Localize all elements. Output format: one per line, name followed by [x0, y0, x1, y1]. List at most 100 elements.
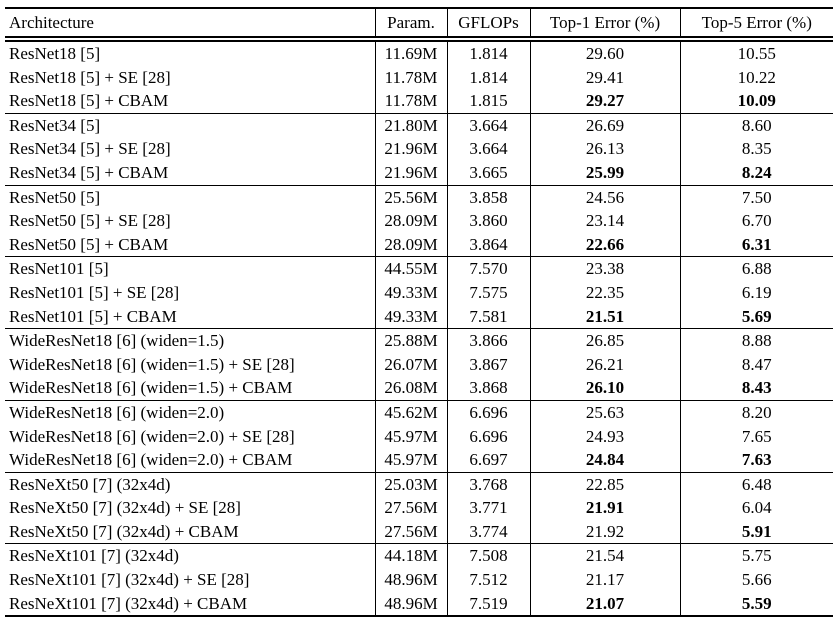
cell-top5-error: 8.47: [679, 352, 833, 377]
cell-top1-error: 24.84: [529, 448, 680, 473]
results-table: Architecture Param. GFLOPs Top-1 Error (%) T…: [5, 7, 833, 618]
table-row: WideResNet18 [6] (widen=2.0) 45.62M 6.696 2…: [5, 399, 833, 425]
cell-top1-error: 29.41: [529, 65, 680, 90]
cell-param: 45.97M: [374, 424, 447, 449]
cell-architecture: WideResNet18 [6] (widen=1.5) + SE [28]: [9, 354, 295, 374]
table-row: ResNet101 [5] + CBAM 49.33M 7.581 21.51 5.69: [5, 304, 833, 329]
cell-top1-error: 22.66: [529, 232, 680, 257]
cell-param: 25.88M: [374, 328, 447, 353]
table-row: ResNet18 [5] + CBAM 11.78M 1.815 29.27 10.09: [5, 89, 833, 114]
cell-top5-error: 8.60: [679, 112, 833, 138]
table-row: ResNeXt101 [7] (32x4d) 44.18M 7.508 21.54 5.…: [5, 543, 833, 569]
cell-param: 49.33M: [374, 280, 447, 305]
cell-param: 27.56M: [374, 496, 447, 520]
cell-gflops: 7.581: [446, 304, 530, 329]
cell-gflops: 3.860: [446, 209, 530, 233]
cell-gflops: 3.866: [446, 328, 530, 353]
table-row: WideResNet18 [6] (widen=2.0) + SE [28] 45…: [5, 424, 833, 449]
cell-architecture: ResNet34 [5]: [5, 112, 375, 138]
cell-architecture: ResNet101 [5] + SE [28]: [9, 282, 180, 302]
cell-top5-error: 6.88: [679, 256, 833, 281]
table-row: ResNet18 [5] 11.69M 1.814 29.60 10.55: [5, 39, 833, 66]
cell-top1-error: 26.69: [529, 112, 680, 138]
table-row: ResNeXt101 [7] (32x4d) + SE [28] 48.96M 7.…: [5, 568, 833, 592]
cell-gflops: 1.814: [446, 65, 530, 90]
cell-top5-error: 6.31: [679, 232, 833, 257]
cell-param: 44.55M: [374, 256, 447, 281]
cell-top5-error: 7.50: [679, 184, 833, 210]
cell-architecture: ResNet50 [5]: [5, 184, 375, 210]
cell-top5-error: 5.91: [679, 519, 833, 544]
cell-top5-error: 10.55: [679, 39, 833, 66]
cell-architecture: ResNeXt50 [7] (32x4d) + SE [28]: [9, 498, 241, 518]
cell-top1-error: 23.38: [529, 256, 680, 281]
cell-param: 45.62M: [374, 399, 447, 425]
cell-top5-error: 7.63: [679, 448, 833, 473]
cell-top1-error: 21.54: [529, 543, 680, 569]
cell-architecture: ResNet34 [5] + SE [28]: [9, 139, 171, 159]
table-row: WideResNet18 [6] (widen=1.5) 25.88M 3.866 2…: [5, 328, 833, 353]
table-row: ResNet101 [5] + SE [28] 49.33M 7.575 22.35 6…: [5, 280, 833, 305]
cell-architecture: WideResNet18 [6] (widen=1.5): [5, 328, 375, 353]
table-row: ResNet18 [5] + SE [28] 11.78M 1.814 29.41 10…: [5, 65, 833, 90]
cell-top1-error: 25.63: [529, 399, 680, 425]
cell-top1-error: 26.21: [529, 352, 680, 377]
cell-gflops: 1.815: [446, 89, 530, 114]
cell-top1-error: 24.93: [529, 424, 680, 449]
header-cell-top1-error: Top-1 Error (%): [529, 8, 680, 42]
cell-top1-error: 21.51: [529, 304, 680, 329]
table-row: ResNet50 [5] + SE [28] 28.09M 3.860 23.14 6.…: [5, 209, 833, 233]
cell-param: 27.56M: [374, 519, 447, 544]
cell-architecture: ResNet101 [5]: [5, 256, 375, 281]
table-row: ResNet50 [5] + CBAM 28.09M 3.864 22.66 6.31: [5, 232, 833, 257]
cell-architecture: ResNeXt50 [7] (32x4d) + CBAM: [9, 521, 239, 541]
cell-gflops: 3.665: [446, 160, 530, 186]
cell-top1-error: 21.17: [529, 568, 680, 592]
cell-top5-error: 8.43: [679, 376, 833, 401]
cell-top1-error: 29.60: [529, 39, 680, 66]
cell-architecture: ResNet50 [5] + SE [28]: [9, 211, 171, 231]
cell-architecture: ResNeXt50 [7] (32x4d): [5, 471, 375, 497]
cell-param: 48.96M: [374, 568, 447, 592]
cell-top1-error: 22.85: [529, 471, 680, 497]
cell-top5-error: 10.22: [679, 65, 833, 90]
cell-param: 28.09M: [374, 232, 447, 257]
cell-top5-error: 5.69: [679, 304, 833, 329]
cell-top5-error: 8.88: [679, 328, 833, 353]
cell-top5-error: 6.70: [679, 209, 833, 233]
header-cell-top5-error: Top-5 Error (%): [679, 8, 833, 42]
cell-top1-error: 21.92: [529, 519, 680, 544]
cell-gflops: 3.771: [446, 496, 530, 520]
table-header-row: Architecture Param. GFLOPs Top-1 Error (%) T…: [5, 8, 833, 42]
cell-param: 44.18M: [374, 543, 447, 569]
cell-top5-error: 8.20: [679, 399, 833, 425]
cell-gflops: 7.519: [446, 591, 530, 617]
cell-top5-error: 6.48: [679, 471, 833, 497]
cell-architecture: ResNeXt101 [7] (32x4d) + CBAM: [9, 593, 248, 613]
cell-architecture: ResNet50 [5] + CBAM: [9, 234, 169, 254]
table-row: ResNeXt50 [7] (32x4d) 25.03M 3.768 22.85 6.4…: [5, 471, 833, 497]
cell-architecture: ResNet18 [5] + SE [28]: [9, 67, 171, 87]
cell-architecture: ResNeXt101 [7] (32x4d): [5, 543, 375, 569]
cell-top5-error: 7.65: [679, 424, 833, 449]
table-row: ResNet34 [5] + SE [28] 21.96M 3.664 26.13 8.…: [5, 137, 833, 161]
table-row: WideResNet18 [6] (widen=2.0) + CBAM 45.97…: [5, 448, 833, 473]
header-cell-architecture: Architecture: [5, 8, 375, 42]
cell-gflops: 3.664: [446, 112, 530, 138]
cell-gflops: 6.697: [446, 448, 530, 473]
cell-top5-error: 6.19: [679, 280, 833, 305]
cell-architecture: ResNeXt101 [7] (32x4d) + SE [28]: [9, 570, 250, 590]
cell-top5-error: 5.75: [679, 543, 833, 569]
cell-param: 26.07M: [374, 352, 447, 377]
cell-gflops: 1.814: [446, 39, 530, 66]
cell-param: 25.03M: [374, 471, 447, 497]
cell-top1-error: 26.85: [529, 328, 680, 353]
cell-param: 45.97M: [374, 448, 447, 473]
cell-gflops: 3.867: [446, 352, 530, 377]
cell-gflops: 3.864: [446, 232, 530, 257]
cell-param: 25.56M: [374, 184, 447, 210]
cell-architecture: ResNet101 [5] + CBAM: [9, 306, 177, 326]
table-row: WideResNet18 [6] (widen=1.5) + CBAM 26.08…: [5, 376, 833, 401]
cell-top5-error: 8.35: [679, 137, 833, 161]
cell-gflops: 3.774: [446, 519, 530, 544]
